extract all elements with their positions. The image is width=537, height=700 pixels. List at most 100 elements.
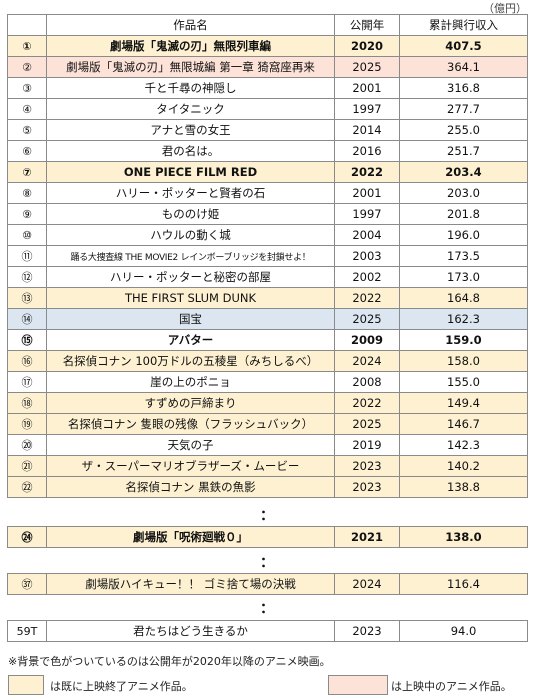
title-cell: 名探偵コナン 100万ドルの五稜星（みちしるべ） — [46, 350, 335, 372]
year-cell: 1997 — [334, 203, 400, 225]
extra-row-table: 59T 君たちはどう生きるか 2023 94.0 — [7, 620, 528, 642]
header-rank — [7, 14, 47, 36]
revenue-cell: 138.0 — [399, 526, 528, 548]
year-cell: 2025 — [334, 308, 400, 330]
title-cell: 天気の子 — [46, 434, 335, 456]
table-row: ⑬ THE FIRST SLUM DUNK 2022 164.8 — [7, 287, 528, 309]
year-cell: 2021 — [334, 526, 400, 548]
year-cell: 2019 — [334, 434, 400, 456]
box-office-table: 作品名 公開年 累計興行収入 ① 劇場版「鬼滅の刃」無限列車編 2020 407.5 … — [7, 14, 528, 498]
revenue-cell: 149.4 — [399, 392, 528, 414]
year-cell: 2003 — [334, 245, 400, 267]
title-cell: 劇場版「鬼滅の刃」無限列車編 — [46, 35, 335, 57]
table-row: ⑧ ハリー・ポッターと賢者の石 2001 203.0 — [7, 182, 528, 204]
title-cell: アナと雪の女王 — [46, 119, 335, 141]
table-row: ④ タイタニック 1997 277.7 — [7, 98, 528, 120]
header-year: 公開年 — [334, 14, 400, 36]
year-cell: 2014 — [334, 119, 400, 141]
year-cell: 2022 — [334, 161, 400, 183]
revenue-cell: 173.5 — [399, 245, 528, 267]
legend-text-ended: は既に上映終了アニメ作品。 — [50, 680, 193, 693]
rank-cell: ⑪ — [7, 245, 47, 267]
rank-cell: ㉒ — [7, 476, 47, 498]
title-cell: 君の名は。 — [46, 140, 335, 162]
rank-cell: ③ — [7, 77, 47, 99]
rank-cell: ⑬ — [7, 287, 47, 309]
year-cell: 2025 — [334, 56, 400, 78]
table-row: ⑦ ONE PIECE FILM RED 2022 203.4 — [7, 161, 528, 183]
title-cell: ONE PIECE FILM RED — [46, 161, 335, 183]
revenue-cell: 173.0 — [399, 266, 528, 288]
title-cell: もののけ姫 — [46, 203, 335, 225]
title-cell: すずめの戸締まり — [46, 392, 335, 414]
year-cell: 2020 — [334, 35, 400, 57]
revenue-cell: 251.7 — [399, 140, 528, 162]
revenue-cell: 316.8 — [399, 77, 528, 99]
year-cell: 2024 — [334, 350, 400, 372]
title-cell: 踊る大捜査線 THE MOVIE2 レインボーブリッジを封鎖せよ！ — [46, 245, 335, 267]
revenue-cell: 255.0 — [399, 119, 528, 141]
header-revenue: 累計興行収入 — [399, 14, 528, 36]
rank-cell: ⑮ — [7, 329, 47, 351]
year-cell: 2009 — [334, 329, 400, 351]
table-row: 59T 君たちはどう生きるか 2023 94.0 — [7, 620, 528, 642]
table-row: ⑭ 国宝 2025 162.3 — [7, 308, 528, 330]
title-cell: 劇場版「呪術廻戦０」 — [46, 526, 335, 548]
title-cell: THE FIRST SLUM DUNK — [46, 287, 335, 309]
year-cell: 2004 — [334, 224, 400, 246]
rank-cell: ④ — [7, 98, 47, 120]
year-cell: 1997 — [334, 98, 400, 120]
title-cell: ハリー・ポッターと賢者の石 — [46, 182, 335, 204]
revenue-cell: 142.3 — [399, 434, 528, 456]
rank-cell: ⑰ — [7, 371, 47, 393]
year-cell: 2008 — [334, 371, 400, 393]
rank-cell: ⑧ — [7, 182, 47, 204]
revenue-cell: 203.0 — [399, 182, 528, 204]
revenue-cell: 159.0 — [399, 329, 528, 351]
table-row: ⑰ 崖の上のポニョ 2008 155.0 — [7, 371, 528, 393]
header-title: 作品名 — [46, 14, 335, 36]
revenue-cell: 94.0 — [399, 620, 528, 642]
rank-cell: ⑨ — [7, 203, 47, 225]
revenue-cell: 138.8 — [399, 476, 528, 498]
rank-cell: ⑭ — [7, 308, 47, 330]
ellipsis: ： — [260, 601, 274, 617]
table-row: ⑮ アバター 2009 159.0 — [7, 329, 528, 351]
year-cell: 2016 — [334, 140, 400, 162]
revenue-cell: 140.2 — [399, 455, 528, 477]
revenue-cell: 164.8 — [399, 287, 528, 309]
title-cell: 名探偵コナン 隻眼の残像（フラッシュバック） — [46, 413, 335, 435]
revenue-cell: 116.4 — [399, 573, 528, 595]
title-cell: ハウルの動く城 — [46, 224, 335, 246]
rank-cell: ㉑ — [7, 455, 47, 477]
table-row: ⑩ ハウルの動く城 2004 196.0 — [7, 224, 528, 246]
revenue-cell: 364.1 — [399, 56, 528, 78]
rank-cell: ① — [7, 35, 47, 57]
table-row: ⑯ 名探偵コナン 100万ドルの五稜星（みちしるべ） 2024 158.0 — [7, 350, 528, 372]
rank-cell: ⑦ — [7, 161, 47, 183]
table-row: ⑫ ハリー・ポッターと秘密の部屋 2002 173.0 — [7, 266, 528, 288]
year-cell: 2023 — [334, 620, 400, 642]
revenue-cell: 203.4 — [399, 161, 528, 183]
title-cell: ハリー・ポッターと秘密の部屋 — [46, 266, 335, 288]
rank-cell: ⑲ — [7, 413, 47, 435]
year-cell: 2024 — [334, 573, 400, 595]
legend-swatch-ended — [8, 675, 44, 695]
rank-cell: ⑱ — [7, 392, 47, 414]
legend-swatch-showing — [328, 675, 388, 695]
table-row: ⑤ アナと雪の女王 2014 255.0 — [7, 119, 528, 141]
table-row: ③ 千と千尋の神隠し 2001 316.8 — [7, 77, 528, 99]
revenue-cell: 162.3 — [399, 308, 528, 330]
table-row: ⑳ 天気の子 2019 142.3 — [7, 434, 528, 456]
table-row: ⑥ 君の名は。 2016 251.7 — [7, 140, 528, 162]
revenue-cell: 407.5 — [399, 35, 528, 57]
rank-cell: 59T — [7, 620, 47, 642]
revenue-cell: 146.7 — [399, 413, 528, 435]
rank-cell: ⑥ — [7, 140, 47, 162]
title-cell: 崖の上のポニョ — [46, 371, 335, 393]
table-row: ② 劇場版「鬼滅の刃」無限城編 第一章 猗窩座再来 2025 364.1 — [7, 56, 528, 78]
